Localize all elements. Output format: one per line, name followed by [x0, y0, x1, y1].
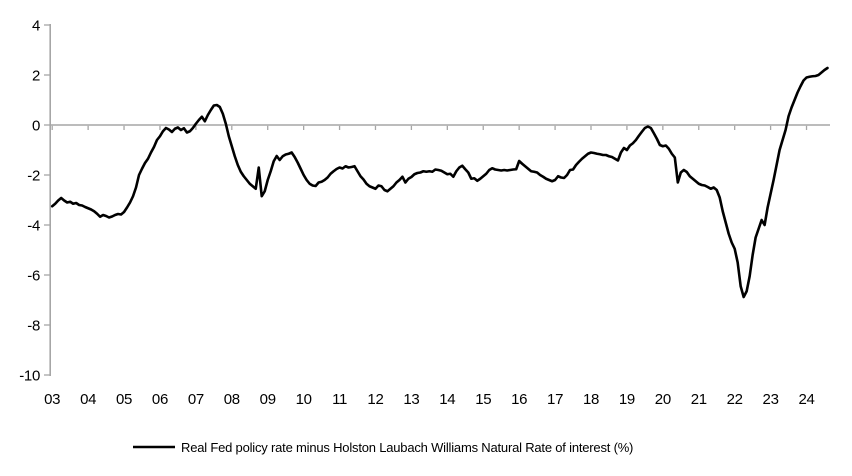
- x-tick-label-03: 03: [44, 391, 60, 408]
- x-tick-label-22: 22: [727, 391, 743, 408]
- series-layer: [50, 66, 829, 299]
- y-tick-label--2: -2: [27, 168, 40, 185]
- x-tick-label-24: 24: [798, 391, 814, 408]
- x-tick-label-21: 21: [691, 391, 707, 408]
- x-tick-label-14: 14: [439, 391, 455, 408]
- x-tick-label-16: 16: [511, 391, 527, 408]
- legend: Real Fed policy rate minus Holston Lauba…: [133, 440, 633, 455]
- x-tick-label-23: 23: [763, 391, 779, 408]
- x-tick-label-04: 04: [80, 391, 96, 408]
- x-tick-label-19: 19: [619, 391, 635, 408]
- legend-series-label: Real Fed policy rate minus Holston Lauba…: [181, 440, 633, 455]
- y-tick-label--6: -6: [27, 268, 40, 285]
- x-tick-label-08: 08: [224, 391, 240, 408]
- y-tick-label--4: -4: [27, 218, 40, 235]
- x-tick-label-07: 07: [188, 391, 204, 408]
- series-line-real-fed-policy-rate-gap: [50, 66, 829, 299]
- x-tick-label-15: 15: [475, 391, 491, 408]
- x-tick-label-05: 05: [116, 391, 132, 408]
- x-tick-label-18: 18: [583, 391, 599, 408]
- y-tick-label-2: 2: [32, 68, 40, 85]
- x-tick-label-12: 12: [367, 391, 383, 408]
- y-tick-label-4: 4: [32, 18, 40, 35]
- y-tick-label--10: -10: [19, 368, 40, 385]
- x-tick-label-20: 20: [655, 391, 671, 408]
- x-tick-label-10: 10: [296, 391, 312, 408]
- y-tick-label-0: 0: [32, 118, 40, 135]
- x-tick-label-09: 09: [260, 391, 276, 408]
- x-tick-label-11: 11: [332, 391, 347, 408]
- x-tick-label-13: 13: [403, 391, 419, 408]
- x-tick-label-17: 17: [547, 391, 563, 408]
- x-tick-label-06: 06: [152, 391, 168, 408]
- y-tick-label--8: -8: [27, 318, 40, 335]
